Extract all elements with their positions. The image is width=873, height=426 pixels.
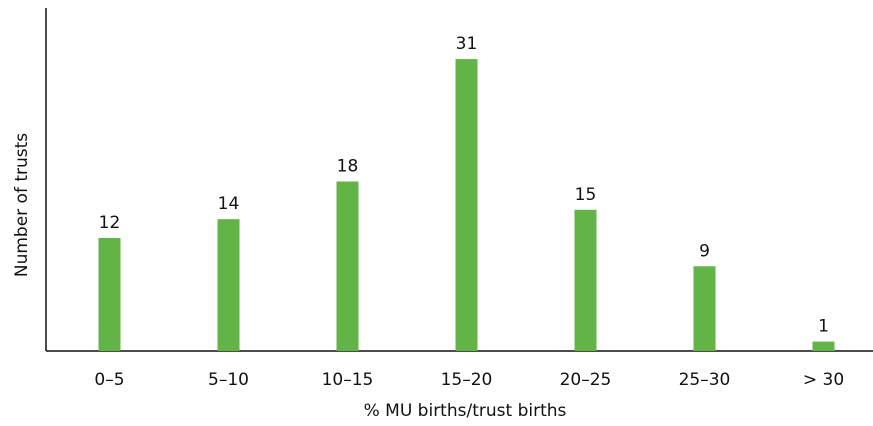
data-label: 18 xyxy=(337,157,359,177)
bar xyxy=(812,341,835,351)
y-axis-label: Number of trusts xyxy=(12,133,32,277)
data-label: 15 xyxy=(575,185,597,205)
x-tick-label: 5–10 xyxy=(208,370,249,390)
bar xyxy=(336,181,359,351)
x-tick-label: > 30 xyxy=(803,370,844,390)
x-tick-label: 15–20 xyxy=(441,370,493,390)
data-label: 9 xyxy=(699,241,710,261)
bar xyxy=(455,59,478,351)
bar xyxy=(98,238,121,351)
bar xyxy=(217,219,240,351)
x-tick-label: 10–15 xyxy=(322,370,374,390)
data-label: 31 xyxy=(456,34,478,54)
x-tick-label: 0–5 xyxy=(94,370,124,390)
x-tick-label: 25–30 xyxy=(679,370,731,390)
data-label: 1 xyxy=(818,317,829,337)
x-tick-label: 20–25 xyxy=(560,370,612,390)
data-label: 14 xyxy=(218,194,240,214)
bar xyxy=(574,209,597,351)
bar xyxy=(693,266,716,351)
data-label: 12 xyxy=(99,213,121,233)
x-axis-label: % MU births/trust births xyxy=(364,401,567,421)
